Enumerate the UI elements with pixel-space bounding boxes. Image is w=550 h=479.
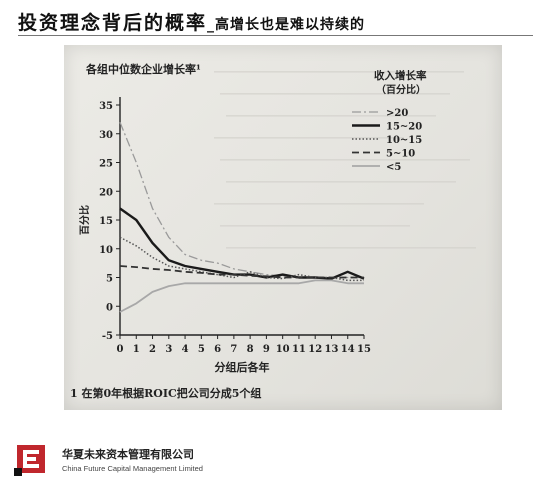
background-text-line (214, 203, 424, 205)
y-tick-label: 35 (99, 101, 113, 112)
x-tick-label: 3 (165, 344, 172, 355)
y-tick-label: 5 (106, 274, 113, 285)
y-tick-label: 0 (106, 302, 113, 313)
legend-subtitle: （百分比） (376, 83, 426, 96)
x-tick-label: 15 (357, 344, 371, 355)
x-tick-label: 5 (198, 344, 205, 355)
x-tick-label: 13 (325, 344, 339, 355)
header-divider (18, 35, 533, 36)
y-tick-label: 25 (99, 159, 113, 170)
background-text-line (226, 247, 476, 249)
slide-title: 投资理念背后的概率_高增长也是难以持续的 (18, 8, 365, 35)
company-name-cn: 华夏未来资本管理有限公司 (62, 448, 194, 461)
x-tick-label: 9 (263, 344, 270, 355)
y-axis-label: 百分比 (78, 205, 91, 235)
title-main-text: 投资理念背后的概率 (18, 12, 208, 34)
background-text-line (226, 115, 436, 117)
background-text-line (220, 159, 470, 161)
x-tick-label: 6 (214, 344, 221, 355)
company-logo-icon (14, 442, 48, 476)
legend-label-4: 5~10 (386, 149, 415, 160)
chart-photo: 各组中位数企业增长率¹ -5 0 5 10 15 20 25 30 35 0 1 2 3 4 5 6 7 8 9 10 1… (64, 45, 502, 410)
legend-title: 收入增长率 (374, 69, 427, 82)
series-line-2 (119, 207, 365, 280)
company-name-en: China Future Capital Management Limited (62, 464, 203, 473)
x-tick-label: 14 (341, 344, 355, 355)
title-subtitle-text: _高增长也是难以持续的 (207, 17, 366, 33)
slide-header: 投资理念背后的概率_高增长也是难以持续的 (18, 6, 533, 36)
x-axis-label: 分组后各年 (215, 360, 270, 374)
x-tick-label: 10 (276, 344, 290, 355)
series-line-5 (119, 279, 364, 313)
y-tick-label: 20 (99, 187, 113, 198)
x-tick-label: 0 (117, 344, 124, 355)
background-text-line (214, 137, 404, 139)
legend-label-2: 15~20 (386, 122, 422, 133)
x-tick-label: 2 (149, 344, 156, 355)
legend-label-3: 10~15 (386, 135, 422, 146)
background-text-line (214, 71, 464, 73)
chart-footnote: 1 在第0年根据ROIC把公司分成5个组 (70, 386, 261, 400)
y-tick-label: 30 (99, 130, 113, 141)
legend-label-5: <5 (386, 162, 401, 173)
background-text-line (220, 93, 450, 95)
x-tick-label: 12 (308, 344, 322, 355)
chart-title: 各组中位数企业增长率¹ (85, 62, 201, 76)
background-text-line (226, 181, 456, 183)
x-tick-label: 11 (292, 344, 306, 355)
x-tick-label: 1 (133, 344, 140, 355)
y-tick-label: 15 (99, 216, 113, 227)
x-tick-label: 8 (247, 344, 254, 355)
x-tick-label: 7 (230, 344, 237, 355)
series-line-1 (119, 122, 364, 279)
background-text-line (220, 225, 410, 227)
y-tick-label: -5 (102, 331, 113, 342)
y-tick-label: 10 (99, 245, 113, 256)
x-tick-label: 4 (182, 344, 189, 355)
series-line-4 (119, 265, 364, 279)
legend-label-1: >20 (386, 108, 408, 119)
